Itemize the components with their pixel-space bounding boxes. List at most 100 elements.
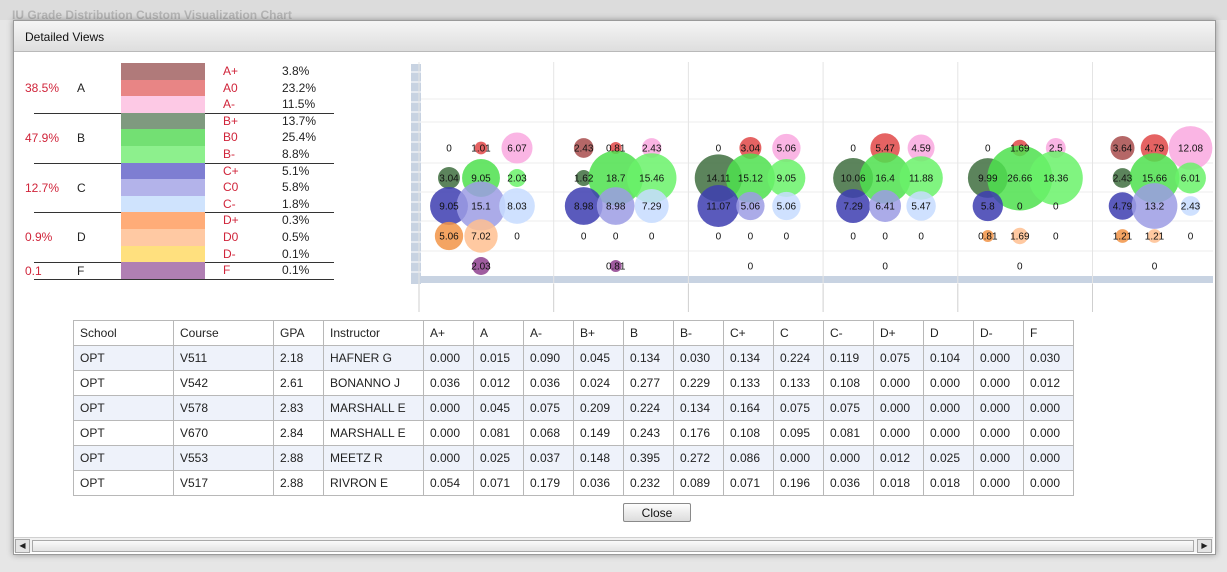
bubble-2-2: [499, 188, 535, 224]
bubble-1-2: [508, 169, 526, 187]
table-cell: OPT: [73, 445, 174, 471]
legend-grade-percent: 3.8%: [282, 64, 310, 78]
bubble-value-label: 4.79: [1145, 144, 1165, 155]
bubble-2-2: [634, 188, 669, 224]
column-header-b[interactable]: B: [623, 320, 674, 346]
table-cell: 0.012: [873, 445, 924, 471]
legend-swatch-A0: [121, 79, 205, 97]
bubble-value-label: 7.29: [642, 202, 662, 213]
table-cell: 0.000: [423, 345, 474, 371]
column-header-b-minusplus[interactable]: B+: [573, 320, 624, 346]
table-row[interactable]: OPT V578 2.83 MARSHALL E 0.000 0.045 0.075 0.20…: [73, 395, 1074, 421]
table-row[interactable]: OPT V670 2.84 MARSHALL E 0.000 0.081 0.068 0.14…: [73, 420, 1074, 446]
horizontal-scrollbar[interactable]: ◀ ▶: [14, 537, 1213, 553]
table-cell: 0.000: [1023, 470, 1074, 496]
table-cell: 0.024: [573, 370, 624, 396]
bubble-value-label: 8.98: [606, 202, 626, 213]
table-cell: 0.075: [823, 395, 874, 421]
column-header-c-minusplus[interactable]: C+: [723, 320, 774, 346]
close-button[interactable]: Close: [623, 503, 691, 522]
bubble-value-label: 11.07: [706, 202, 731, 213]
legend-group-percent: 12.7%: [25, 180, 60, 195]
dialog-header[interactable]: Detailed Views: [14, 21, 1215, 52]
scrollbar-thumb[interactable]: [32, 540, 1194, 552]
bubble-2-1: [869, 190, 902, 222]
legend-grade-label: B-: [223, 147, 235, 161]
bubble-value-label: 0.81: [606, 144, 626, 155]
legend-group-percent: 0.9%: [25, 230, 53, 245]
legend-grade-label: A-: [223, 97, 235, 112]
bubble-0-2: [501, 132, 533, 164]
table-cell: 0.000: [923, 395, 974, 421]
bubble-0-2: [1168, 126, 1213, 170]
table-cell: OPT: [73, 345, 174, 371]
table-cell: 0.090: [523, 345, 574, 371]
dialog-title: Detailed Views: [25, 30, 105, 44]
bubble-value-label: 5.06: [777, 202, 797, 213]
table-cell: 0.179: [523, 470, 574, 496]
legend-grade-label: A+: [223, 64, 239, 78]
bubble-3-0: [1115, 229, 1130, 243]
bubble-value-label: 15.46: [639, 174, 664, 185]
legend-grade-percent: 25.4%: [282, 130, 317, 145]
column-header-school[interactable]: School: [73, 320, 174, 346]
column-header-d-minusplus[interactable]: D+: [873, 320, 924, 346]
column-header-f[interactable]: F: [1023, 320, 1074, 346]
table-cell: 0.209: [573, 395, 624, 421]
legend-group-percent: 0.1: [25, 263, 42, 278]
column-header-instructor[interactable]: Instructor: [323, 320, 424, 346]
bubble-1-1: [725, 153, 775, 203]
legend-swatch-C0: [121, 179, 205, 197]
bubble-2-0: [564, 187, 603, 225]
bubble-2-1: [456, 181, 506, 231]
table-cell: MARSHALL E: [323, 395, 424, 421]
legend-grade-percent: 11.5%: [282, 97, 316, 112]
legend-grade-percent: 5.1%: [282, 163, 310, 178]
arrow-right-icon[interactable]: ▶: [1197, 539, 1212, 553]
table-row[interactable]: OPT V511 2.18 HAFNER G 0.000 0.015 0.090 0.045 0…: [73, 345, 1074, 371]
table-cell: 0.075: [773, 395, 824, 421]
bubble-value-label: 1.69: [1010, 232, 1030, 243]
bubble-value-label: 12.08: [1178, 144, 1203, 155]
table-cell: V578: [173, 395, 274, 421]
table-row[interactable]: OPT V553 2.88 MEETZ R 0.000 0.025 0.037 0.148 0.…: [73, 445, 1074, 471]
bubble-2-0: [836, 188, 871, 224]
table-cell: MEETZ R: [323, 445, 424, 471]
legend-grade-percent: 8.8%: [282, 147, 310, 161]
column-header-a-minusplus[interactable]: A+: [423, 320, 474, 346]
table-cell: 0.148: [573, 445, 624, 471]
column-header-c-minus[interactable]: C-: [823, 320, 874, 346]
bubble-2-1: [1131, 183, 1178, 229]
table-cell: 0.000: [1023, 445, 1074, 471]
column-header-b-minus[interactable]: B-: [673, 320, 724, 346]
column-header-d[interactable]: D: [923, 320, 974, 346]
legend-grade-label: D0: [223, 230, 239, 244]
bubble-value-label: 0: [784, 232, 790, 243]
bubble-1-1: [588, 150, 643, 206]
bubble-value-label: 2.43: [574, 144, 594, 155]
legend-grade-label: C-: [223, 196, 236, 211]
table-cell: 0.089: [673, 470, 724, 496]
bubble-0-0: [1110, 135, 1135, 161]
column-header-a-minus[interactable]: A-: [523, 320, 574, 346]
bubble-value-label: 10.06: [841, 174, 866, 185]
table-cell: 0.025: [473, 445, 524, 471]
column-header-course[interactable]: Course: [173, 320, 274, 346]
table-row[interactable]: OPT V542 2.61 BONANNO J 0.036 0.012 0.036 0.024…: [73, 370, 1074, 396]
table-cell: 0.224: [623, 395, 674, 421]
column-header-d-minus[interactable]: D-: [973, 320, 1024, 346]
table-cell: 0.000: [423, 395, 474, 421]
table-cell: 0.000: [973, 470, 1024, 496]
bubble-value-label: 0: [882, 232, 888, 243]
table-row[interactable]: OPT V517 2.88 RIVRON E 0.054 0.071 0.179 0.036 0…: [73, 470, 1074, 496]
column-header-a[interactable]: A: [473, 320, 524, 346]
column-header-c[interactable]: C: [773, 320, 824, 346]
bubble-value-label: 6.01: [1181, 174, 1201, 185]
bubble-value-label: 5.06: [777, 144, 797, 155]
column-header-gpa[interactable]: GPA: [273, 320, 324, 346]
bubble-2-0: [697, 185, 740, 227]
bubble-value-label: 4.59: [911, 144, 931, 155]
bubble-value-label: 0: [850, 232, 856, 243]
table-cell: 2.18: [273, 345, 324, 371]
arrow-left-icon[interactable]: ◀: [15, 539, 30, 553]
